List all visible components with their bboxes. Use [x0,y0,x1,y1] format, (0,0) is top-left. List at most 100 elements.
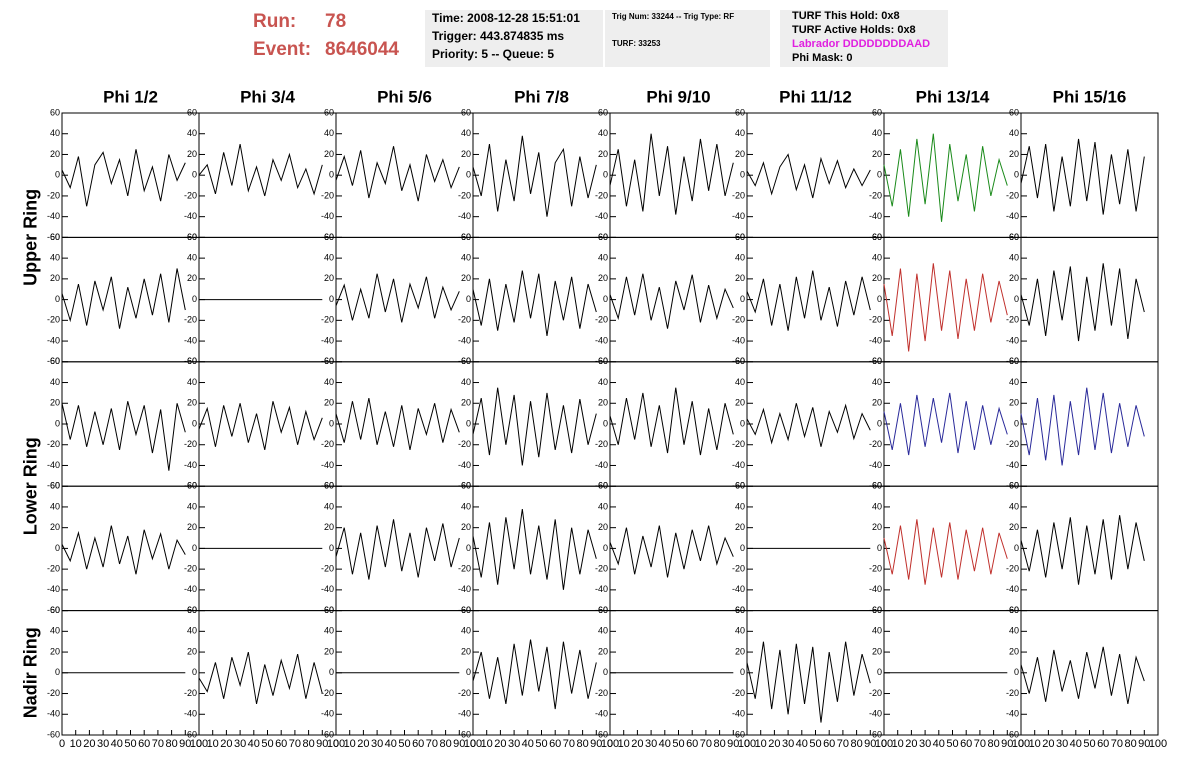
y-tick-label: -40 [595,709,608,719]
column-title: Phi 3/4 [240,87,295,106]
y-tick-label: 0 [329,667,334,677]
waveform [335,519,460,580]
y-tick-label: 40 [872,128,882,138]
y-tick-label: 20 [50,646,60,656]
y-tick-label: -40 [47,211,60,221]
x-tick-label: 80 [713,738,725,750]
y-tick-label: -60 [595,232,608,242]
y-tick-label: 40 [324,128,334,138]
waveform [61,149,186,207]
y-tick-label: -40 [1006,584,1019,594]
waveform [61,268,186,329]
y-tick-label: 60 [872,605,882,615]
y-tick-label: 0 [466,418,471,428]
y-tick-label: -20 [321,688,334,698]
panel-frame [61,112,200,238]
x-tick-label: 10 [70,738,82,750]
y-tick-label: -20 [1006,688,1019,698]
x-tick-label: 40 [659,738,671,750]
x-tick-label: 60 [275,738,287,750]
waveform [746,641,871,723]
y-tick-label: -20 [458,190,471,200]
y-tick-label: 60 [872,481,882,491]
x-tick-label: 50 [398,738,410,750]
x-tick-label: 0 [333,738,339,750]
waveform [883,263,1008,352]
y-tick-label: 60 [461,481,471,491]
y-tick-label: 60 [324,356,334,366]
y-tick-label: 60 [50,232,60,242]
y-tick-label: 0 [740,667,745,677]
panel-frame [746,112,885,238]
y-tick-label: -60 [458,481,471,491]
y-tick-label: 40 [187,501,197,511]
y-tick-label: -20 [184,439,197,449]
x-tick-label: 10 [892,738,904,750]
y-tick-label: 0 [1014,170,1019,180]
x-tick-label: 60 [138,738,150,750]
waveform [746,153,871,199]
column-title: Phi 5/6 [377,87,432,106]
y-tick-label: 20 [187,273,197,283]
y-tick-label: -40 [184,335,197,345]
y-tick-label: -20 [47,315,60,325]
y-tick-label: 40 [598,501,608,511]
x-tick-label: 90 [590,738,602,750]
x-tick-label: 30 [371,738,383,750]
y-tick-label: 0 [877,170,882,180]
y-tick-label: 20 [1009,522,1019,532]
x-tick-label: 50 [809,738,821,750]
waveform [472,508,597,590]
y-tick-label: -20 [1006,190,1019,200]
waveform [609,387,734,456]
y-tick-label: -60 [47,605,60,615]
y-tick-label: 20 [1009,646,1019,656]
y-tick-label: 0 [740,418,745,428]
y-tick-label: 0 [55,170,60,180]
y-tick-label: 40 [50,253,60,263]
x-tick-label: 80 [165,738,177,750]
y-tick-label: 60 [187,107,197,117]
panel-frame [472,236,611,363]
x-tick-label: 10 [481,738,493,750]
y-tick-label: -60 [184,481,197,491]
y-tick-label: -40 [1006,211,1019,221]
y-tick-label: 40 [872,377,882,387]
y-tick-label: -60 [47,232,60,242]
y-tick-label: 20 [872,398,882,408]
trig-num: Trig Num: 33244 -- Trig Type: RF [612,12,734,21]
y-tick-label: -20 [732,688,745,698]
y-tick-label: -40 [47,460,60,470]
y-tick-label: 20 [872,646,882,656]
ring-label: Lower Ring [21,437,41,535]
y-tick-label: -60 [458,729,471,739]
panel-frame [472,485,611,612]
panel-frame [1020,485,1159,612]
x-tick-label: 100 [464,738,482,750]
y-tick-label: 0 [192,294,197,304]
waveform [335,146,460,202]
x-tick-label: 0 [470,738,476,750]
column-title: Phi 15/16 [1053,87,1127,106]
y-tick-label: 20 [50,398,60,408]
y-tick-label: 60 [461,107,471,117]
y-tick-label: -60 [732,729,745,739]
y-tick-label: -40 [595,335,608,345]
waveform [883,133,1008,222]
y-tick-label: 20 [461,149,471,159]
x-tick-label: 40 [111,738,123,750]
x-tick-label: 90 [864,738,876,750]
y-tick-label: 40 [1009,501,1019,511]
y-tick-label: 0 [603,418,608,428]
y-tick-label: 60 [50,107,60,117]
x-tick-label: 40 [1070,738,1082,750]
y-tick-label: -60 [458,356,471,366]
y-tick-label: 0 [877,418,882,428]
y-tick-label: -40 [732,211,745,221]
panel-frame [609,112,748,238]
y-tick-label: 40 [598,253,608,263]
y-tick-label: 0 [466,294,471,304]
column-title: Phi 13/14 [916,87,990,106]
panel-frame [883,485,1022,612]
y-tick-label: -20 [184,564,197,574]
